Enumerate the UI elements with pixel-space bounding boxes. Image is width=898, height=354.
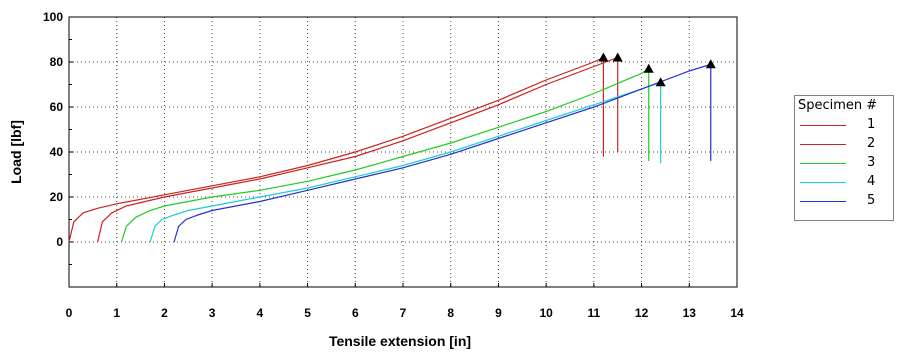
series-lines — [68, 56, 712, 243]
legend-swatch — [800, 201, 846, 202]
y-tick-label: 20 — [50, 190, 64, 204]
legend-label: 4 — [867, 174, 876, 189]
x-axis-title: Tensile extension [in] — [329, 333, 471, 349]
legend: Specimen # 1 2 3 4 5 — [794, 95, 894, 221]
y-tick-label: 40 — [50, 145, 64, 159]
x-tick-label: 13 — [683, 306, 697, 320]
x-tick-label: 10 — [539, 306, 553, 320]
y-tick-label: 0 — [56, 235, 63, 249]
x-tick-label: 8 — [447, 306, 454, 320]
x-tick-label: 5 — [304, 306, 311, 320]
break-marker-1 — [598, 52, 609, 62]
y-tick-label: 60 — [50, 100, 64, 114]
break-marker-5 — [705, 59, 716, 69]
series-line-1 — [68, 56, 604, 243]
x-tick-label: 0 — [66, 306, 73, 320]
legend-label: 1 — [867, 117, 876, 132]
legend-item: 3 — [795, 154, 893, 173]
x-tick-label: 9 — [495, 306, 502, 320]
legend-label: 2 — [867, 136, 876, 151]
x-tick-label: 3 — [209, 306, 216, 320]
legend-swatch — [800, 144, 846, 145]
y-axis-title: Load [lbf] — [8, 120, 24, 184]
x-tick-label: 1 — [113, 306, 120, 320]
legend-item: 4 — [795, 173, 893, 192]
grid — [69, 17, 737, 287]
legend-item: 2 — [795, 135, 893, 154]
legend-swatch — [800, 182, 846, 183]
x-tick-label: 7 — [400, 306, 407, 320]
series-line-4 — [149, 81, 661, 243]
y-tick-label: 80 — [50, 55, 64, 69]
x-tick-label: 14 — [730, 306, 744, 320]
legend-title: Specimen # — [798, 98, 878, 113]
series-line-3 — [120, 68, 650, 243]
break-marker-3 — [643, 63, 654, 73]
legend-item: 1 — [795, 116, 893, 135]
series-line-5 — [173, 63, 711, 243]
x-tick-label: 2 — [161, 306, 168, 320]
legend-swatch — [800, 163, 846, 164]
x-tick-label: 12 — [635, 306, 649, 320]
series-line-2 — [97, 56, 618, 243]
break-marker-4 — [655, 77, 666, 87]
x-tick-label: 11 — [588, 306, 601, 320]
x-tick-label: 4 — [257, 306, 264, 320]
break-markers — [598, 52, 716, 87]
legend-swatch — [800, 125, 846, 126]
legend-label: 5 — [867, 193, 876, 208]
y-tick-label: 100 — [43, 10, 63, 24]
legend-item: 5 — [795, 192, 893, 211]
x-tick-label: 6 — [352, 306, 359, 320]
break-marker-2 — [612, 52, 623, 62]
legend-label: 3 — [867, 155, 876, 170]
